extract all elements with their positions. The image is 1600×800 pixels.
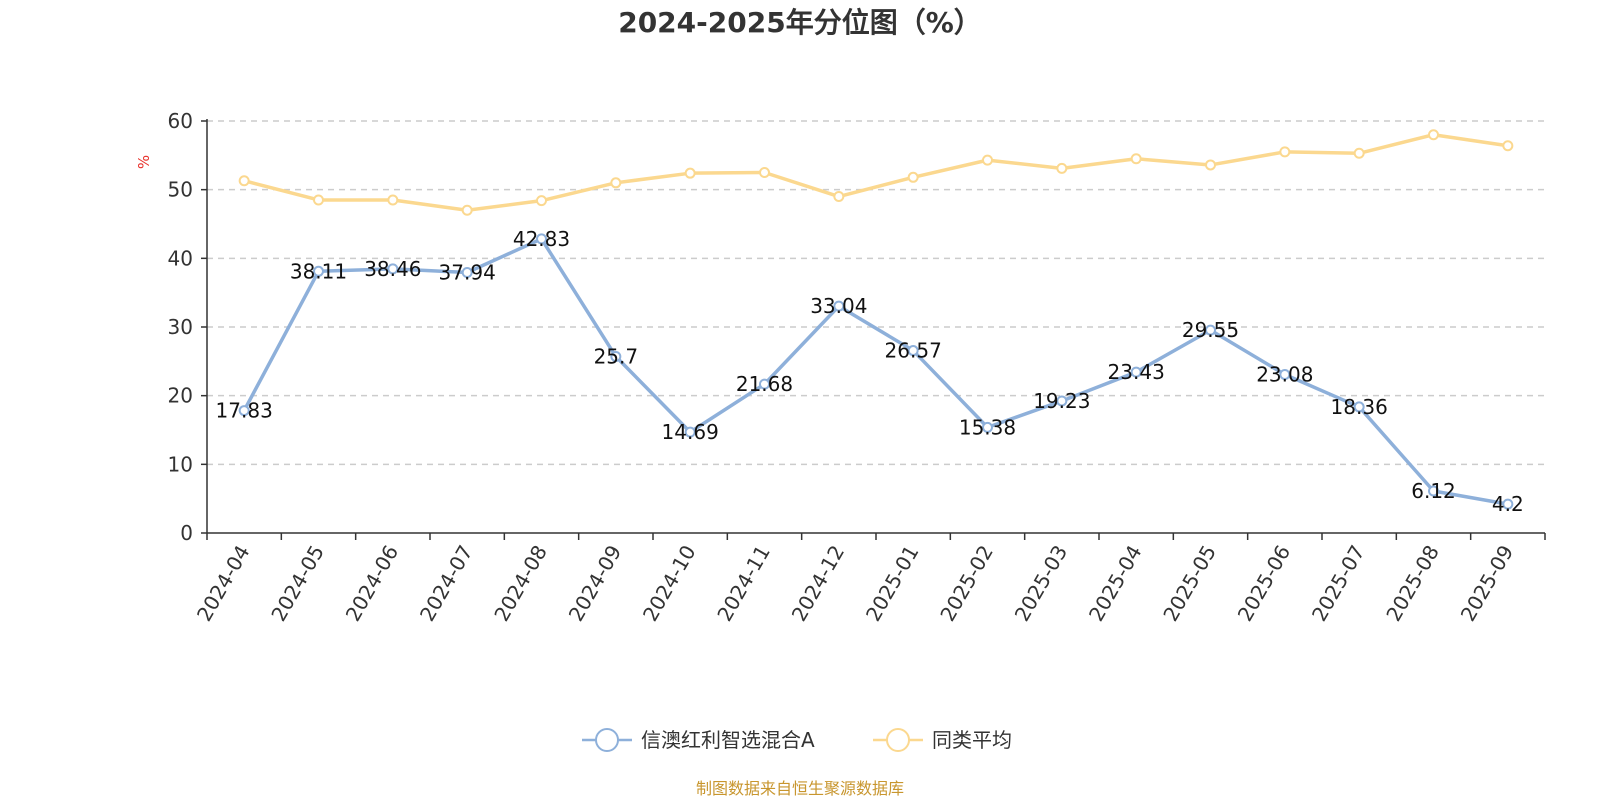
y-tick-label: 20 — [168, 384, 193, 408]
data-label: 17.83 — [216, 399, 273, 423]
legend-item-1[interactable]: 同类平均 — [873, 728, 1012, 752]
y-tick-label: 10 — [168, 452, 193, 476]
x-tick-label: 2025-05 — [1158, 541, 1221, 625]
x-tick-label: 2024-06 — [341, 541, 404, 625]
data-label: 14.69 — [662, 420, 719, 444]
data-point[interactable] — [1056, 395, 1068, 407]
data-label: 26.57 — [885, 339, 942, 363]
data-point[interactable] — [1205, 324, 1216, 336]
x-tick-label: 2025-08 — [1381, 541, 1444, 625]
data-point[interactable] — [1205, 159, 1216, 171]
series-line-0 — [242, 237, 1509, 506]
data-point[interactable] — [313, 265, 324, 277]
data-label: 38.11 — [290, 259, 347, 283]
x-tick-label: 2025-01 — [861, 541, 924, 625]
legend-marker — [886, 728, 910, 752]
data-point[interactable] — [1502, 140, 1514, 152]
data-point[interactable] — [833, 191, 845, 203]
legend[interactable]: 信澳红利智选混合A 同类平均 — [582, 728, 1012, 752]
data-point[interactable] — [1353, 147, 1365, 159]
data-point[interactable] — [610, 177, 622, 189]
data-label: 23.43 — [1108, 360, 1165, 384]
data-label: 4.2 — [1492, 492, 1524, 516]
data-label: 29.55 — [1182, 318, 1239, 342]
data-labels: 17.83 38.11 38.46 37.94 42.83 25.7 14.69 21.68 3… — [216, 227, 1524, 516]
x-tick-label: 2025-03 — [1010, 541, 1073, 625]
data-point[interactable] — [1279, 146, 1291, 158]
y-tick-label: 30 — [168, 315, 193, 339]
data-point[interactable] — [461, 266, 473, 278]
data-label: 15.38 — [959, 415, 1016, 439]
data-label: 25.7 — [594, 345, 639, 369]
y-axis-unit-label: % — [135, 155, 153, 169]
data-point[interactable] — [610, 351, 622, 363]
data-point[interactable] — [461, 204, 473, 216]
data-point[interactable] — [238, 175, 250, 187]
data-label: 38.46 — [364, 257, 421, 281]
legend-label: 信澳红利智选混合A — [641, 728, 815, 752]
data-label: 6.12 — [1411, 479, 1456, 503]
data-point[interactable] — [907, 171, 919, 183]
y-tick-label: 0 — [180, 521, 193, 545]
x-tick-label: 2025-09 — [1456, 541, 1519, 625]
data-point[interactable] — [536, 195, 547, 207]
data-point[interactable] — [1353, 401, 1365, 413]
x-tick-label: 2025-06 — [1233, 541, 1296, 625]
data-label: 42.83 — [513, 227, 570, 251]
x-tick-label: 2024-08 — [489, 541, 552, 625]
data-point[interactable] — [1130, 366, 1142, 378]
data-label: 19.23 — [1033, 389, 1090, 413]
data-label: 21.68 — [736, 372, 793, 396]
data-point[interactable] — [1428, 485, 1439, 497]
data-label: 23.08 — [1256, 363, 1313, 387]
data-point[interactable] — [1279, 369, 1291, 381]
y-tick-label: 50 — [168, 178, 193, 202]
data-point[interactable] — [1130, 153, 1142, 165]
y-tick-label: 40 — [168, 246, 193, 270]
y-tick-label: 60 — [168, 109, 193, 133]
legend-label: 同类平均 — [932, 728, 1012, 752]
data-point[interactable] — [1056, 162, 1068, 174]
data-point[interactable] — [982, 154, 993, 166]
data-point[interactable] — [833, 300, 845, 312]
series-lines — [238, 129, 1514, 510]
legend-marker — [595, 728, 619, 752]
chart-title: 2024-2025年分位图（%） — [618, 6, 982, 39]
data-label: 18.36 — [1331, 395, 1388, 419]
data-point[interactable] — [387, 194, 399, 206]
x-tick-label: 2024-10 — [638, 541, 701, 625]
x-tick-label: 2024-11 — [712, 541, 775, 625]
x-tick-label: 2024-05 — [266, 541, 329, 625]
data-point[interactable] — [907, 345, 919, 357]
data-source-note: 制图数据来自恒生聚源数据库 — [696, 779, 904, 798]
legend-item-0[interactable]: 信澳红利智选混合A — [582, 728, 815, 752]
x-tick-label: 2025-02 — [935, 541, 998, 625]
data-point[interactable] — [536, 233, 547, 245]
data-point[interactable] — [238, 405, 250, 417]
x-tick-label: 2025-04 — [1084, 541, 1147, 625]
data-point[interactable] — [1428, 129, 1439, 141]
data-point[interactable] — [684, 167, 696, 179]
data-point[interactable] — [313, 194, 324, 206]
x-tick-label: 2024-09 — [564, 541, 627, 625]
data-point[interactable] — [387, 263, 399, 275]
x-tick-label: 2024-12 — [787, 541, 850, 625]
data-point[interactable] — [759, 378, 770, 390]
x-tick-label: 2025-07 — [1307, 541, 1370, 625]
data-point[interactable] — [982, 421, 993, 433]
data-point[interactable] — [684, 426, 696, 438]
series-line-1 — [243, 132, 1509, 213]
data-point[interactable] — [1502, 498, 1514, 510]
grid-lines — [207, 120, 1545, 466]
data-point[interactable] — [759, 167, 770, 178]
data-label: 33.04 — [810, 294, 867, 318]
x-tick-label: 2024-04 — [192, 541, 255, 625]
data-label: 37.94 — [439, 260, 496, 284]
x-tick-label: 2024-07 — [415, 541, 478, 625]
